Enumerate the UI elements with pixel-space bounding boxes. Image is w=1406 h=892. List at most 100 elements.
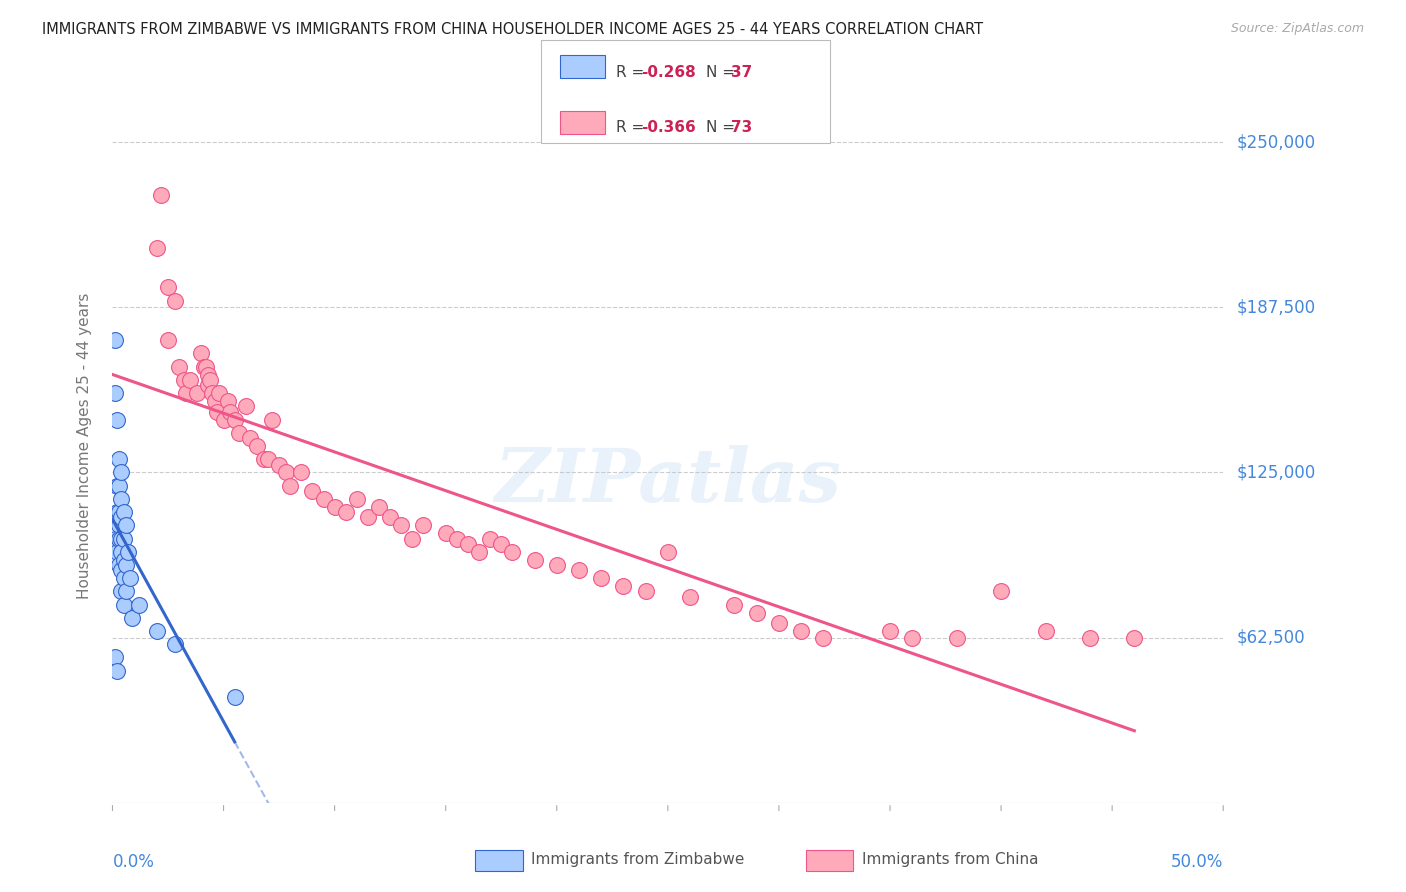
Text: -0.366: -0.366 bbox=[641, 120, 696, 136]
Point bbox=[523, 552, 546, 566]
Point bbox=[446, 532, 468, 546]
Point bbox=[468, 545, 491, 559]
Point bbox=[146, 241, 169, 255]
Point bbox=[114, 558, 136, 572]
Point bbox=[235, 400, 257, 414]
Point bbox=[252, 452, 274, 467]
Point bbox=[389, 518, 412, 533]
Point bbox=[290, 466, 312, 480]
Point bbox=[657, 545, 679, 559]
Point bbox=[489, 537, 512, 551]
Point bbox=[112, 505, 135, 519]
Point bbox=[745, 606, 768, 620]
Point bbox=[104, 333, 127, 347]
Point bbox=[173, 373, 195, 387]
Point bbox=[368, 500, 391, 514]
Text: 73: 73 bbox=[731, 120, 752, 136]
Point bbox=[146, 624, 169, 638]
Point bbox=[150, 188, 173, 202]
Text: Source: ZipAtlas.com: Source: ZipAtlas.com bbox=[1230, 22, 1364, 36]
Point bbox=[112, 552, 135, 566]
Point bbox=[412, 518, 434, 533]
Point bbox=[194, 359, 217, 374]
Point bbox=[568, 563, 591, 577]
Point bbox=[267, 458, 291, 472]
Point bbox=[186, 386, 208, 401]
Y-axis label: Householder Income Ages 25 - 44 years: Householder Income Ages 25 - 44 years bbox=[77, 293, 91, 599]
Point bbox=[335, 505, 357, 519]
Point bbox=[197, 368, 219, 382]
Point bbox=[217, 394, 239, 409]
Point bbox=[105, 545, 128, 559]
Point bbox=[105, 505, 128, 519]
Point bbox=[205, 404, 228, 418]
Text: $125,000: $125,000 bbox=[1237, 464, 1316, 482]
Point bbox=[212, 412, 235, 426]
Point bbox=[128, 598, 150, 612]
Point bbox=[879, 624, 901, 638]
Text: 37: 37 bbox=[731, 65, 752, 80]
Point bbox=[246, 439, 269, 453]
Point bbox=[108, 518, 131, 533]
Point bbox=[110, 491, 132, 506]
Text: $250,000: $250,000 bbox=[1237, 133, 1316, 151]
Point bbox=[108, 505, 131, 519]
Point bbox=[110, 466, 132, 480]
Point bbox=[112, 532, 135, 546]
Point bbox=[790, 624, 813, 638]
Point bbox=[110, 545, 132, 559]
Text: $62,500: $62,500 bbox=[1237, 629, 1306, 647]
Point bbox=[312, 491, 335, 506]
Point bbox=[193, 359, 215, 374]
Point bbox=[723, 598, 745, 612]
Point bbox=[219, 404, 242, 418]
Text: N =: N = bbox=[706, 120, 740, 136]
Point bbox=[768, 616, 790, 631]
Text: $187,500: $187,500 bbox=[1237, 298, 1316, 317]
Point bbox=[945, 631, 967, 645]
Point bbox=[163, 637, 186, 651]
Text: R =: R = bbox=[616, 120, 650, 136]
Point bbox=[204, 394, 226, 409]
Point bbox=[114, 518, 136, 533]
Point bbox=[1078, 631, 1101, 645]
Point bbox=[157, 280, 180, 294]
Point bbox=[239, 431, 262, 445]
Point bbox=[323, 500, 346, 514]
Text: ZIPatlas: ZIPatlas bbox=[495, 445, 841, 518]
Point bbox=[1035, 624, 1057, 638]
Point bbox=[224, 412, 246, 426]
Point bbox=[105, 478, 128, 492]
Point bbox=[501, 545, 523, 559]
Point bbox=[110, 532, 132, 546]
Point bbox=[120, 571, 142, 585]
Point bbox=[112, 571, 135, 585]
Point bbox=[108, 478, 131, 492]
Point bbox=[110, 563, 132, 577]
Point bbox=[591, 571, 613, 585]
Point bbox=[174, 386, 197, 401]
Point bbox=[224, 690, 246, 704]
Point bbox=[179, 373, 201, 387]
Point bbox=[190, 346, 212, 360]
Point bbox=[301, 483, 323, 498]
Point bbox=[201, 386, 224, 401]
Point bbox=[257, 452, 280, 467]
Point bbox=[479, 532, 502, 546]
Text: 0.0%: 0.0% bbox=[112, 853, 155, 871]
Text: R =: R = bbox=[616, 65, 650, 80]
Point bbox=[457, 537, 479, 551]
Point bbox=[197, 378, 219, 392]
Point bbox=[104, 532, 127, 546]
Point bbox=[112, 598, 135, 612]
Point bbox=[401, 532, 423, 546]
Text: IMMIGRANTS FROM ZIMBABWE VS IMMIGRANTS FROM CHINA HOUSEHOLDER INCOME AGES 25 - 4: IMMIGRANTS FROM ZIMBABWE VS IMMIGRANTS F… bbox=[42, 22, 983, 37]
Point bbox=[105, 664, 128, 678]
Point bbox=[813, 631, 835, 645]
Point bbox=[108, 532, 131, 546]
Point bbox=[262, 412, 284, 426]
Point bbox=[157, 333, 180, 347]
Point bbox=[990, 584, 1012, 599]
Point bbox=[167, 359, 190, 374]
Point bbox=[274, 466, 297, 480]
